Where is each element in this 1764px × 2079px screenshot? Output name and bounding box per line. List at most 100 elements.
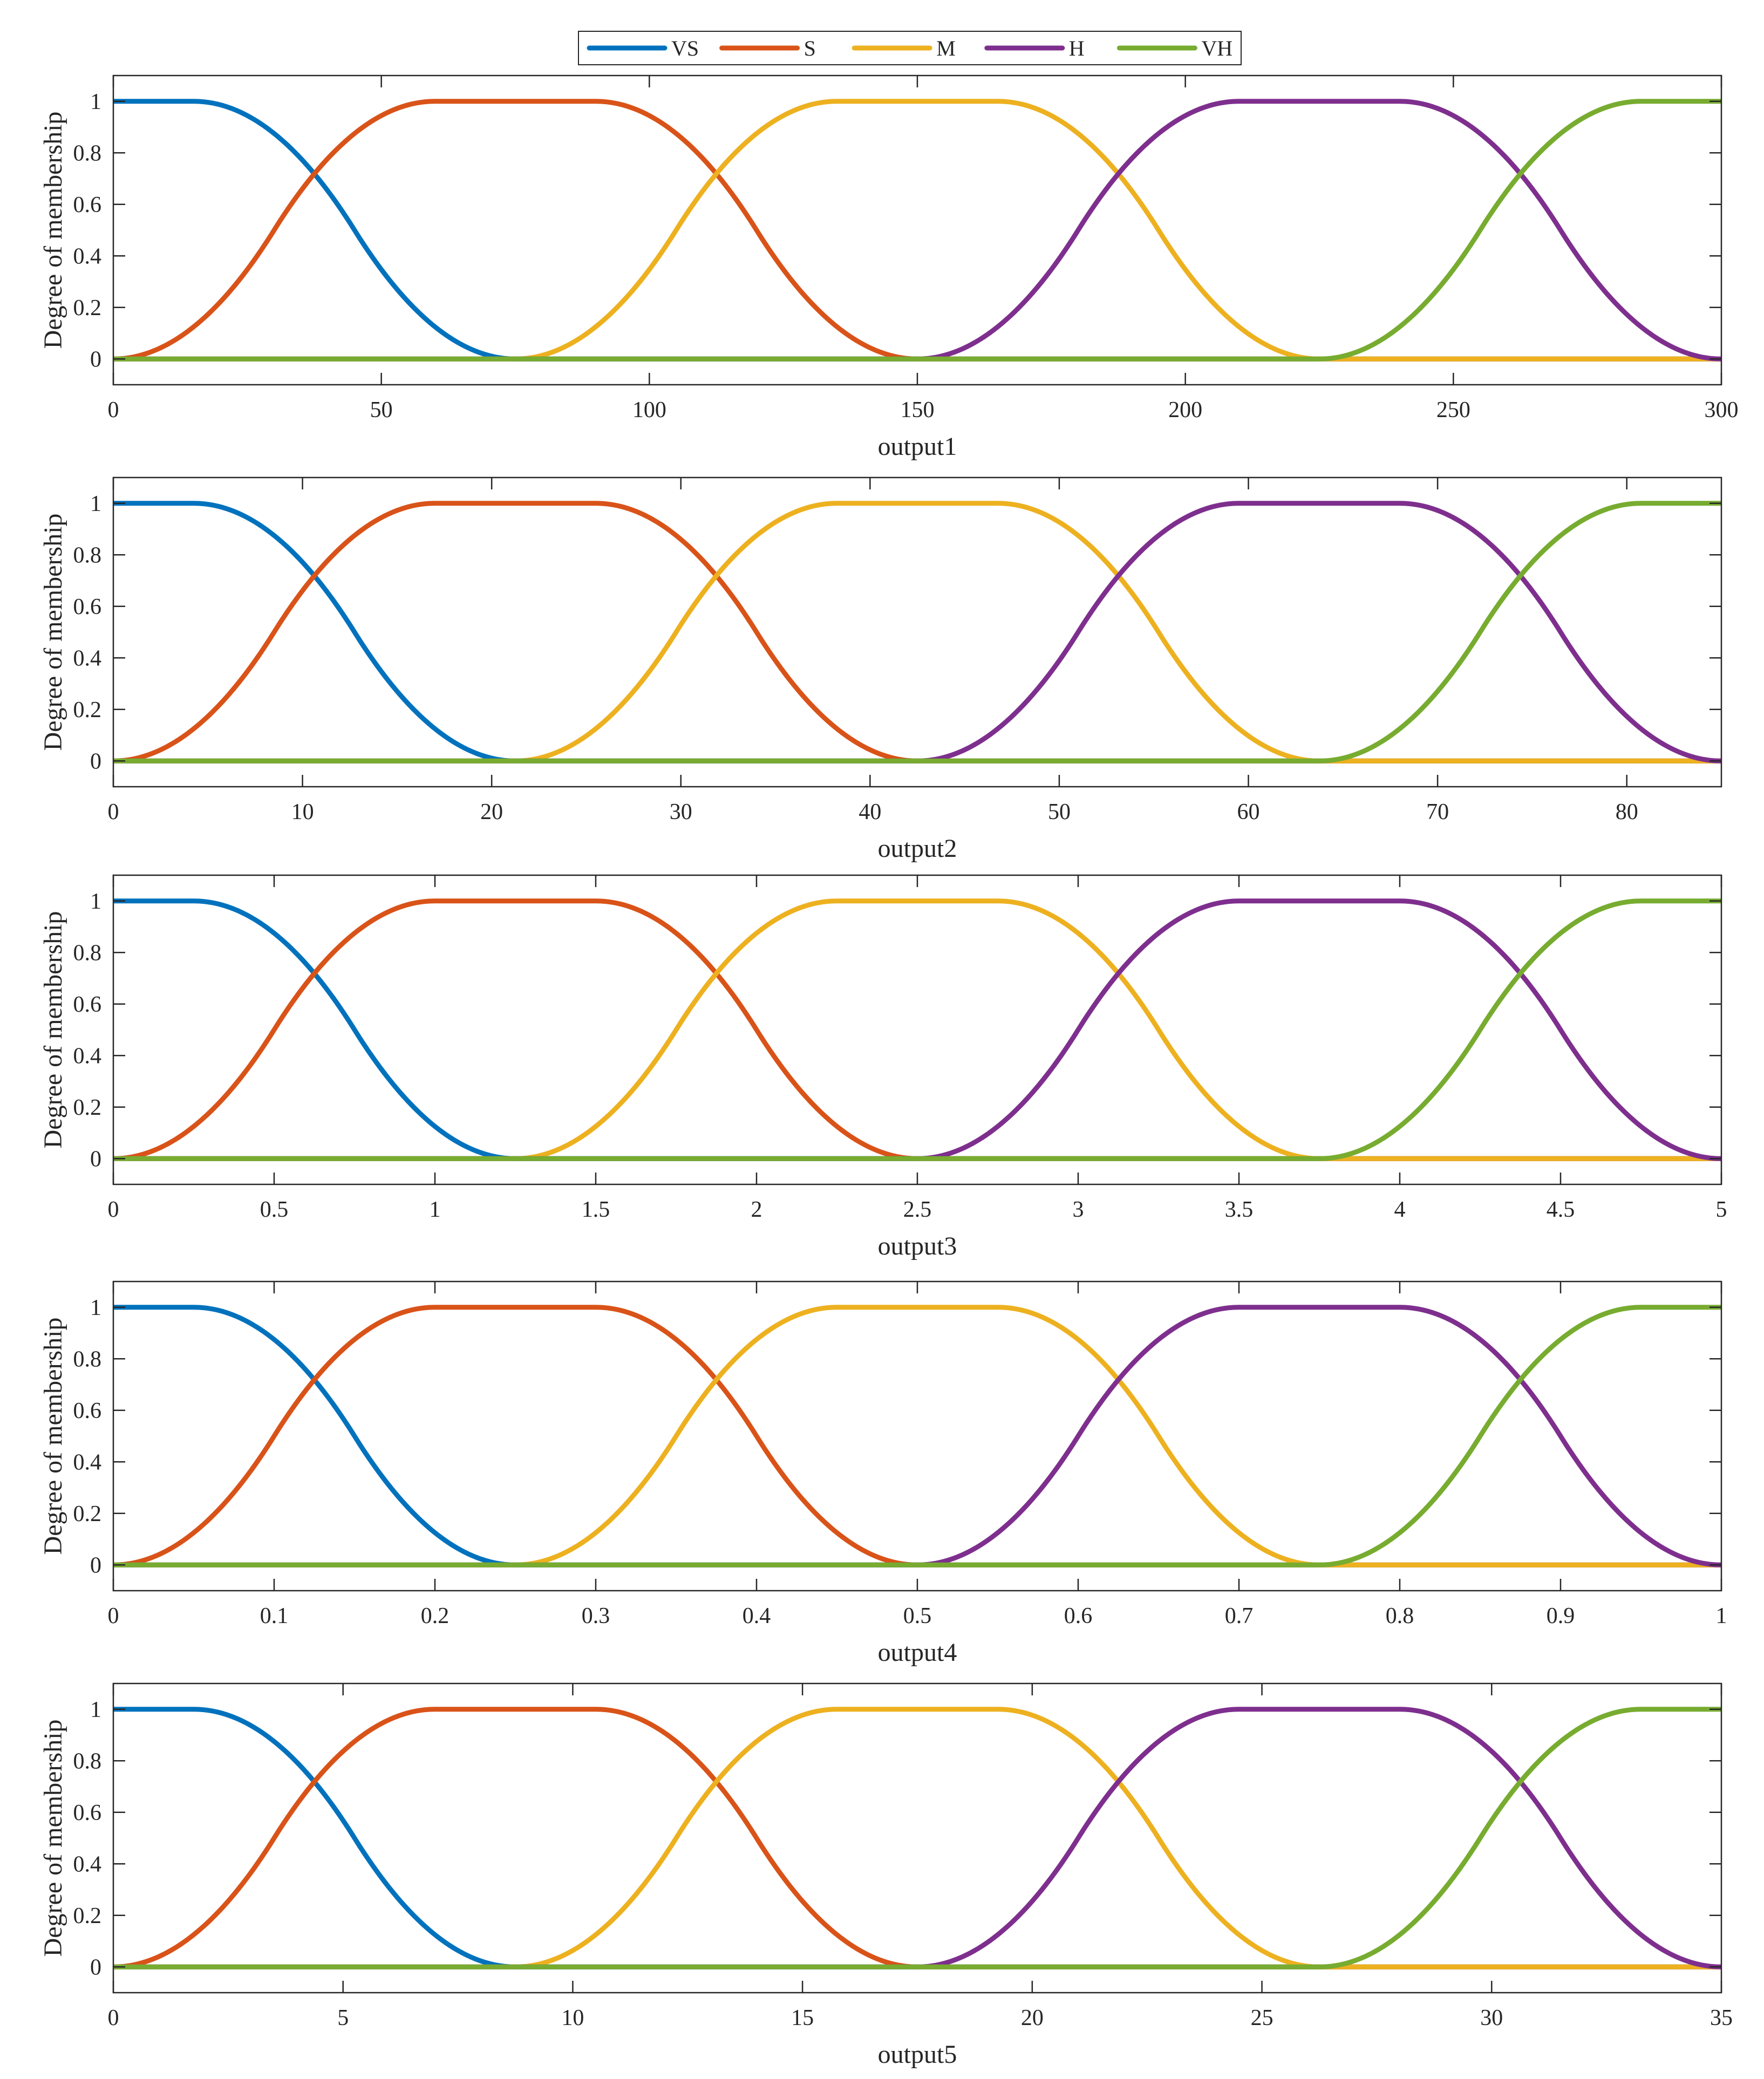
legend-label-vh: VH (1201, 36, 1232, 60)
y-tick-label: 0.4 (73, 1852, 102, 1877)
x-axis-label: output5 (878, 2040, 957, 2069)
y-tick-label: 0.4 (73, 1044, 102, 1068)
axes-box (112, 476, 1722, 788)
y-tick-label: 0 (90, 1147, 101, 1171)
x-tick-label: 0.8 (1386, 1604, 1414, 1628)
series-group (113, 1305, 1721, 1567)
x-tick-label: 4.5 (1547, 1197, 1575, 1222)
x-tick-label: 40 (859, 800, 881, 824)
x-tick-label: 0 (108, 800, 119, 824)
x-tick-label: 3.5 (1225, 1197, 1254, 1222)
y-axis-label: Degree of membership (39, 1720, 67, 1957)
output2-plot: 0 10 20 30 40 50 60 70 80 0 0.2 0.4 0.6 0.8 1 output2 De… (39, 476, 1722, 863)
y-axis-label: Degree of membership (39, 112, 67, 349)
x-tick-label: 100 (632, 398, 666, 422)
y-tick-label: 0 (90, 1955, 101, 1980)
x-axis-label: output4 (878, 1638, 957, 1667)
y-tick-label: 0.6 (73, 595, 102, 619)
x-tick-label: 1 (430, 1197, 441, 1222)
x-tick-label: 0 (108, 398, 119, 422)
x-tick-label: 0.5 (903, 1604, 932, 1628)
x-tick-label: 2.5 (903, 1197, 932, 1222)
x-tick-label: 60 (1237, 800, 1260, 824)
y-tick-label: 0.8 (73, 141, 102, 166)
y-tick-label: 0.2 (73, 698, 102, 722)
x-tick-label: 0 (108, 2006, 119, 2030)
y-tick-label: 0.4 (73, 244, 102, 269)
y-tick-label: 0.2 (73, 296, 102, 321)
x-tick-label: 0 (108, 1604, 119, 1628)
y-tick-label: 0.6 (73, 1399, 102, 1423)
y-tick-label: 0 (90, 1553, 101, 1578)
x-tick-label: 0.6 (1064, 1604, 1093, 1628)
legend-label-h: H (1069, 36, 1085, 60)
x-tick-label: 20 (1021, 2006, 1044, 2030)
series-group (113, 1707, 1721, 1969)
y-tick-label: 1 (90, 90, 101, 114)
legend-label-m: M (936, 36, 956, 60)
x-tick-label: 30 (670, 800, 692, 824)
x-tick-label: 0.3 (582, 1604, 610, 1628)
series-group (113, 898, 1721, 1161)
x-tick-label: 200 (1168, 398, 1202, 422)
legend-label-vs: VS (671, 36, 699, 60)
y-tick-label: 0.2 (73, 1502, 102, 1526)
x-tick-label: 1 (1716, 1604, 1727, 1628)
y-tick-label: 0.8 (73, 543, 102, 568)
y-axis-label: Degree of membership (39, 911, 67, 1149)
y-tick-label: 0 (90, 749, 101, 774)
output5-plot: 0 5 10 15 20 25 30 35 0 0.2 0.4 0.6 0.8 1 output5 Degre… (39, 1682, 1733, 2069)
x-tick-label: 25 (1251, 2006, 1273, 2030)
x-tick-label: 3 (1073, 1197, 1084, 1222)
y-tick-label: 0.4 (73, 1450, 102, 1475)
legend-label-s: S (804, 36, 816, 60)
y-tick-label: 0.6 (73, 992, 102, 1017)
legend: VS S M H VH (578, 31, 1242, 65)
x-axis-label: output1 (878, 432, 957, 461)
y-tick-label: 0.6 (73, 193, 102, 217)
y-tick-label: 0.8 (73, 1347, 102, 1372)
x-tick-label: 35 (1710, 2006, 1733, 2030)
y-tick-label: 0.8 (73, 940, 102, 965)
x-tick-label: 15 (791, 2006, 814, 2030)
x-axis-label: output3 (878, 1232, 957, 1260)
x-tick-label: 0.9 (1547, 1604, 1575, 1628)
x-tick-label: 30 (1480, 2006, 1503, 2030)
output3-plot: 0 0.5 1 1.5 2 2.5 3 3.5 4 4.5 5 0 0.2 0.4 0.6 0.8 1 outpu… (39, 874, 1727, 1260)
x-tick-label: 250 (1436, 398, 1470, 422)
x-tick-label: 0.1 (260, 1604, 289, 1628)
x-tick-label: 4 (1394, 1197, 1406, 1222)
series-line-vh (113, 99, 1721, 362)
x-tick-label: 70 (1426, 800, 1449, 824)
axes-box (112, 1682, 1722, 1994)
x-tick-label: 10 (561, 2006, 584, 2030)
output1-plot: 0 50 100 150 200 250 300 0 0.2 0.4 0.6 0.8 1 output1 D… (39, 74, 1739, 461)
x-tick-label: 20 (480, 800, 503, 824)
y-tick-label: 0.8 (73, 1749, 102, 1774)
series-group (113, 99, 1721, 362)
y-axis-label: Degree of membership (39, 1318, 67, 1555)
x-tick-label: 2 (751, 1197, 762, 1222)
x-tick-label: 80 (1616, 800, 1638, 824)
x-tick-label: 0 (108, 1197, 119, 1222)
x-tick-label: 50 (370, 398, 393, 422)
series-line-vh (113, 898, 1721, 1161)
x-tick-label: 0.4 (743, 1604, 771, 1628)
x-tick-label: 0.5 (260, 1197, 289, 1222)
series-line-vh (113, 1707, 1721, 1969)
x-tick-label: 300 (1705, 398, 1739, 422)
x-tick-label: 150 (901, 398, 935, 422)
x-tick-label: 0.2 (421, 1604, 449, 1628)
y-axis-label: Degree of membership (39, 514, 67, 751)
series-line-vh (113, 1305, 1721, 1567)
y-tick-label: 0.2 (73, 1095, 102, 1120)
series-line-vh (113, 501, 1721, 764)
x-tick-label: 0.7 (1225, 1604, 1254, 1628)
series-group (113, 501, 1721, 764)
subplots: 0 50 100 150 200 250 30000.20.40.60.81output1D… (39, 74, 1739, 2069)
x-axis-label: output2 (878, 834, 957, 863)
x-tick-label: 10 (291, 800, 314, 824)
y-tick-label: 1 (90, 889, 101, 914)
